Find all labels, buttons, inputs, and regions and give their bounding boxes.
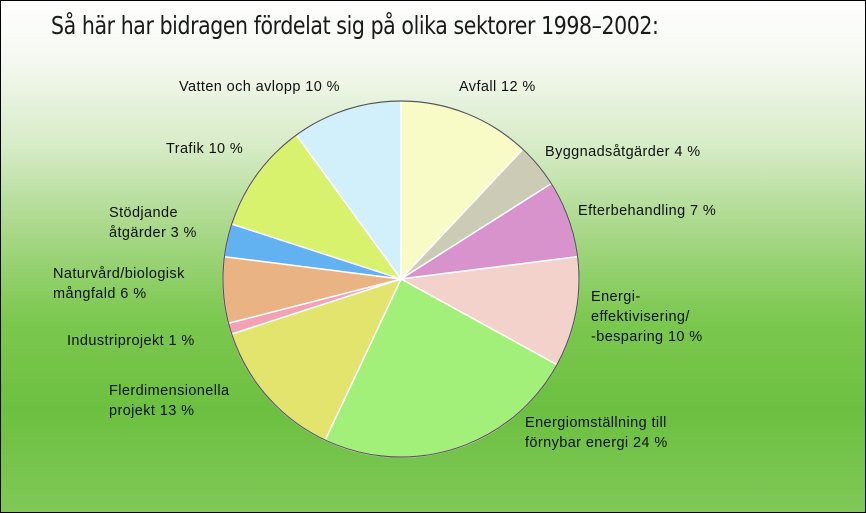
value-label: 12 % (501, 79, 536, 95)
value-label: 13 % (159, 403, 195, 419)
slice-label: Avfall 12 % (459, 77, 536, 97)
value-label: 24 % (632, 435, 668, 451)
slice-label: Flerdimensionella projekt 13 % (109, 381, 229, 421)
category-label: Naturvård/biologisk mångfald (53, 266, 185, 302)
category-label: Industriprojekt (67, 333, 165, 349)
category-label: Stödjande åtgärder (109, 205, 178, 241)
value-label: 4 % (674, 144, 701, 160)
category-label: Trafik (166, 141, 205, 157)
slice-label: Industriprojekt 1 % (67, 331, 195, 351)
slice-label: Efterbehandling 7 % (578, 201, 716, 221)
category-label: Vatten och avlopp (179, 79, 301, 95)
slice-label: Energiomställning till förnybar energi 2… (525, 413, 668, 453)
category-label: Avfall (459, 79, 497, 95)
chart-title: Så här har bidragen fördelat sig på olik… (51, 11, 659, 40)
value-label: 1 % (168, 333, 195, 349)
category-label: Byggnadsåtgärder (545, 144, 670, 160)
slice-label: Naturvård/biologisk mångfald 6 % (53, 264, 185, 304)
slice-label: Stödjande åtgärder 3 % (109, 203, 197, 243)
value-label: 10 % (208, 141, 244, 157)
value-label: 3 % (170, 225, 197, 241)
slice-label: Vatten och avlopp 10 % (179, 77, 340, 97)
category-label: Efterbehandling (578, 203, 686, 219)
category-label: Energiomställning till förnybar energi (525, 415, 667, 451)
category-label: Energi- effektivisering/ -besparing (591, 289, 690, 345)
value-label: 10 % (667, 329, 703, 345)
pie-outline (222, 100, 580, 458)
value-label: 6 % (120, 286, 147, 302)
slice-label: Energi- effektivisering/ -besparing 10 % (591, 287, 703, 347)
slice-label: Trafik 10 % (166, 139, 243, 159)
slice-label: Byggnadsåtgärder 4 % (545, 142, 701, 162)
value-label: 10 % (305, 79, 340, 95)
value-label: 7 % (690, 203, 717, 219)
category-label: Flerdimensionella projekt (109, 383, 230, 419)
